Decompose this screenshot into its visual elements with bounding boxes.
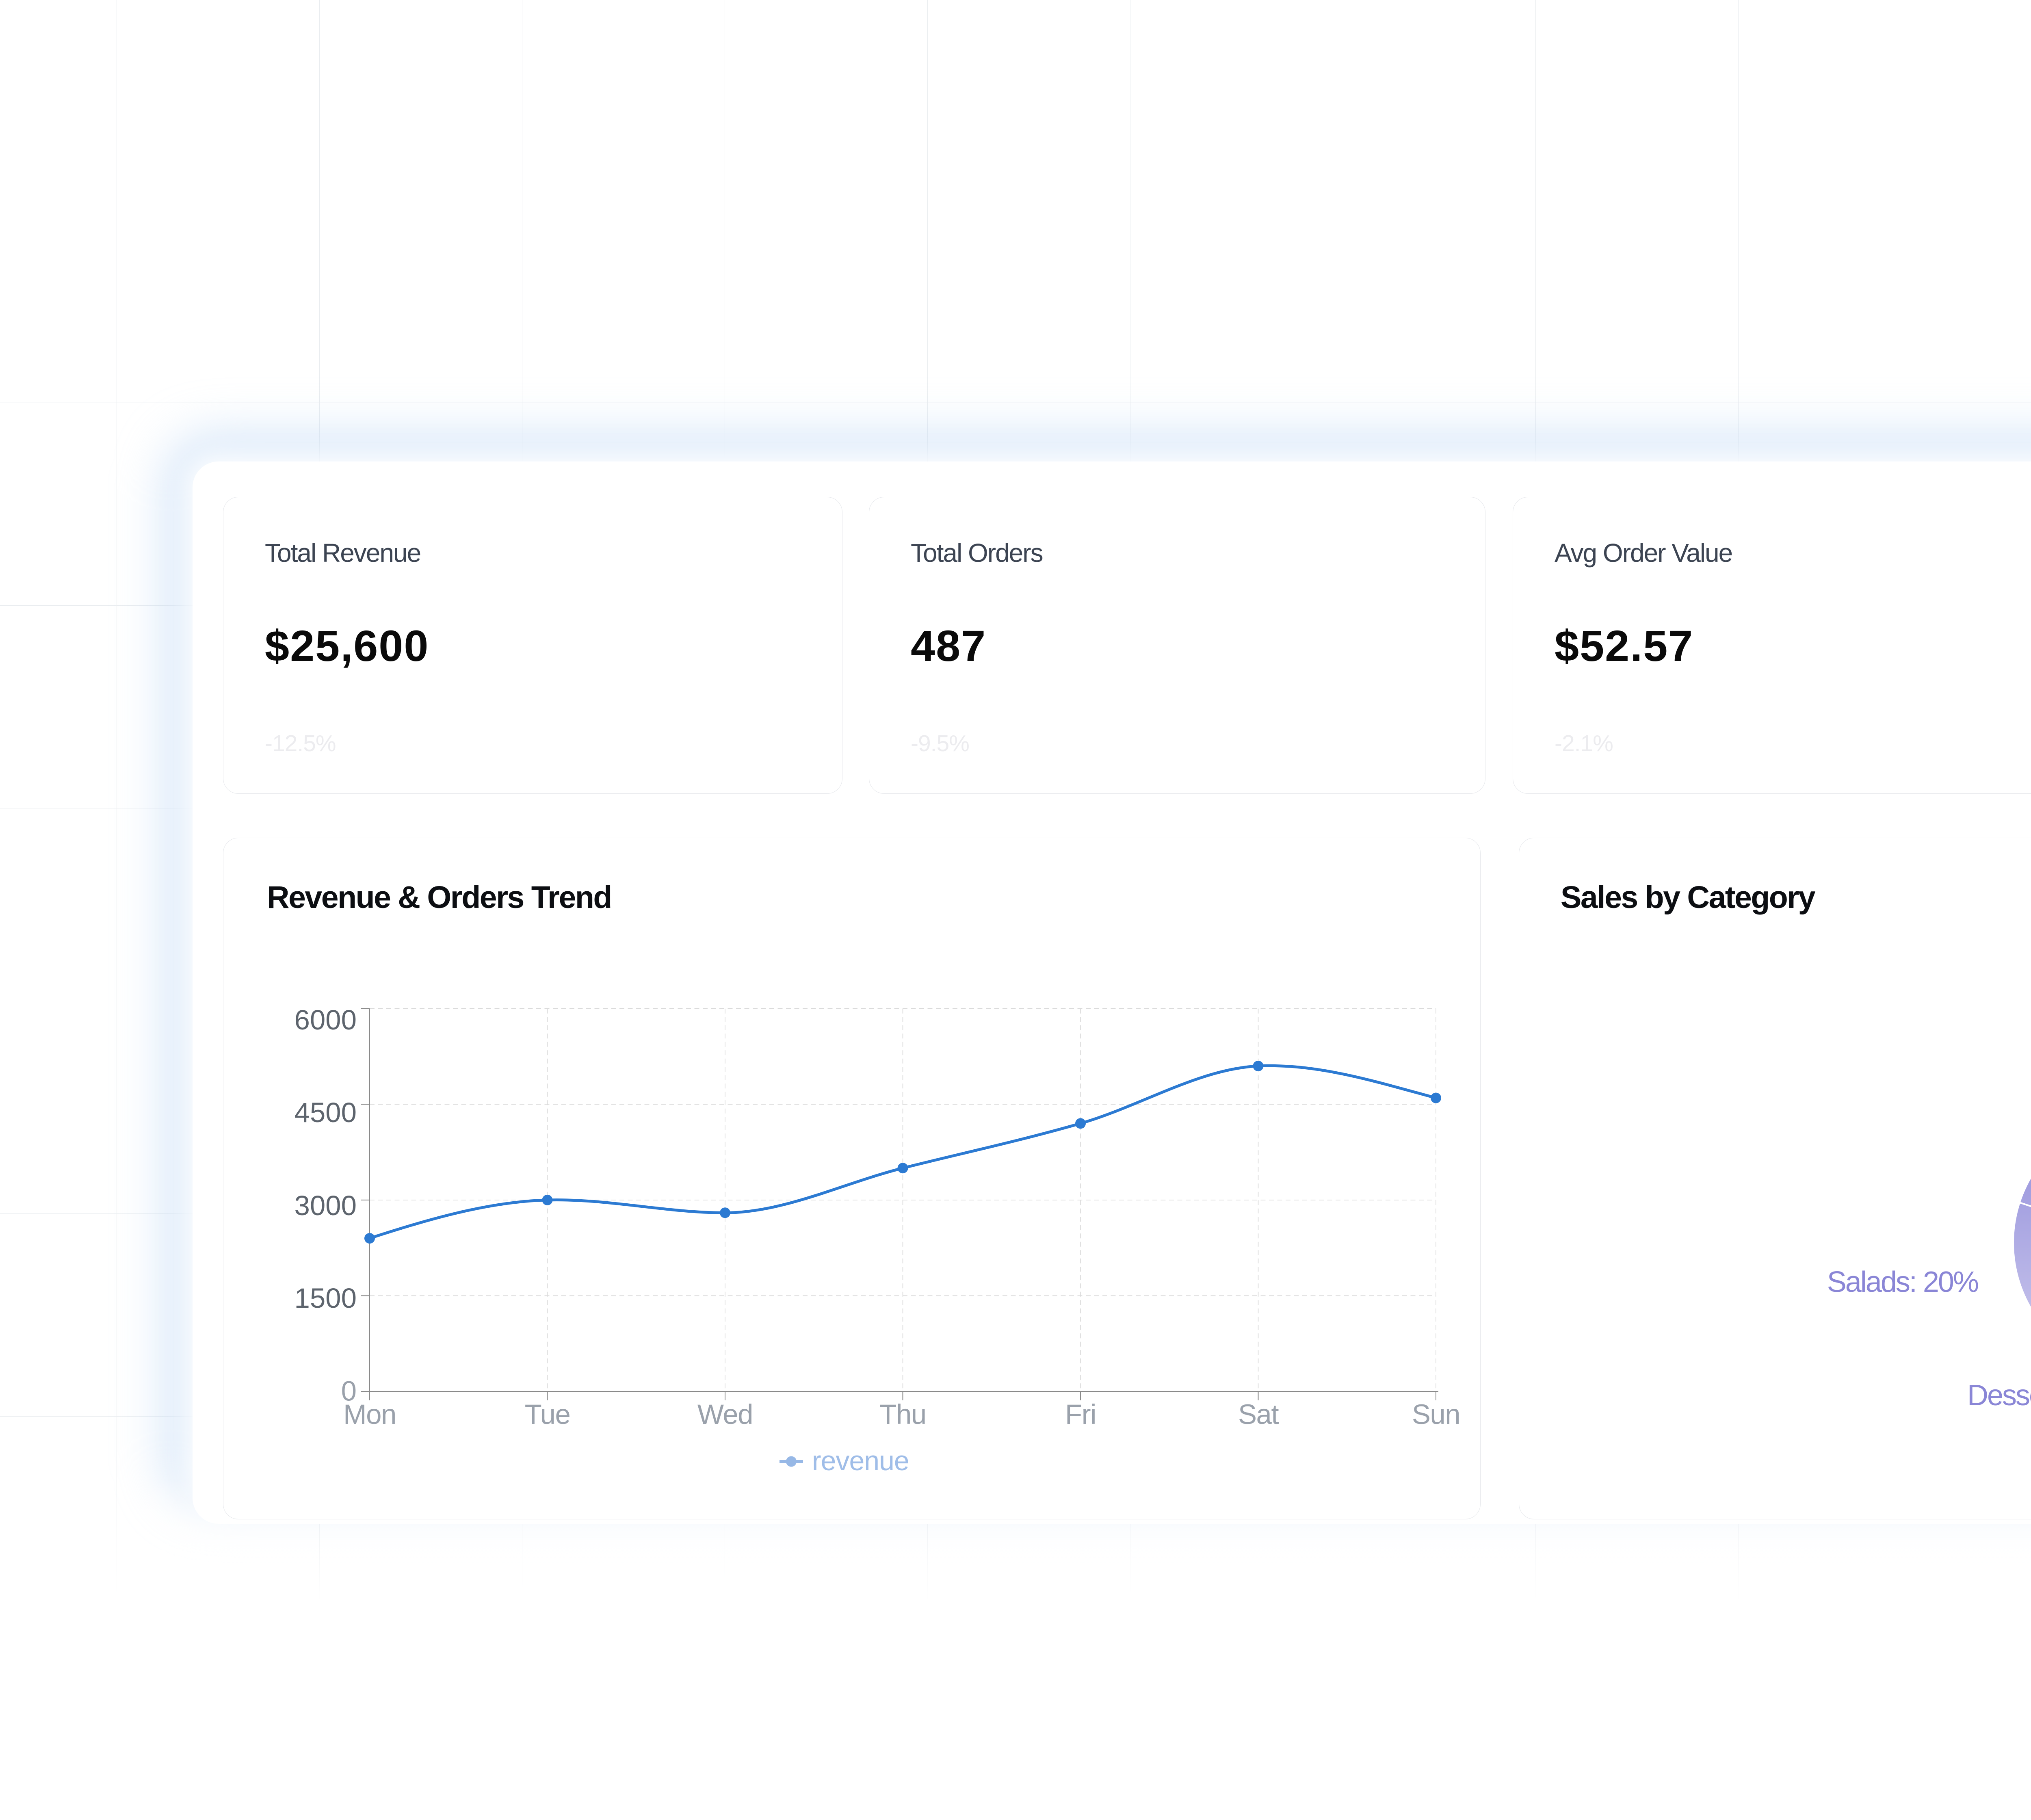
- svg-text:1500: 1500: [294, 1283, 357, 1314]
- svg-text:Thu: Thu: [879, 1399, 926, 1430]
- svg-text:0: 0: [341, 1376, 357, 1407]
- svg-text:Mon: Mon: [343, 1399, 396, 1430]
- svg-text:6000: 6000: [294, 1004, 357, 1036]
- svg-text:Wed: Wed: [697, 1399, 753, 1430]
- svg-text:4500: 4500: [294, 1097, 357, 1128]
- svg-text:Sun: Sun: [1412, 1399, 1460, 1430]
- svg-text:Sat: Sat: [1238, 1399, 1279, 1430]
- svg-text:Salads: 20%: Salads: 20%: [1827, 1266, 1978, 1298]
- svg-text:3000: 3000: [294, 1190, 357, 1221]
- svg-text:Tue: Tue: [525, 1399, 570, 1430]
- svg-text:Fri: Fri: [1065, 1399, 1096, 1430]
- svg-text:Desserts: 18%: Desserts: 18%: [1967, 1379, 2031, 1412]
- svg-text:revenue: revenue: [812, 1445, 909, 1476]
